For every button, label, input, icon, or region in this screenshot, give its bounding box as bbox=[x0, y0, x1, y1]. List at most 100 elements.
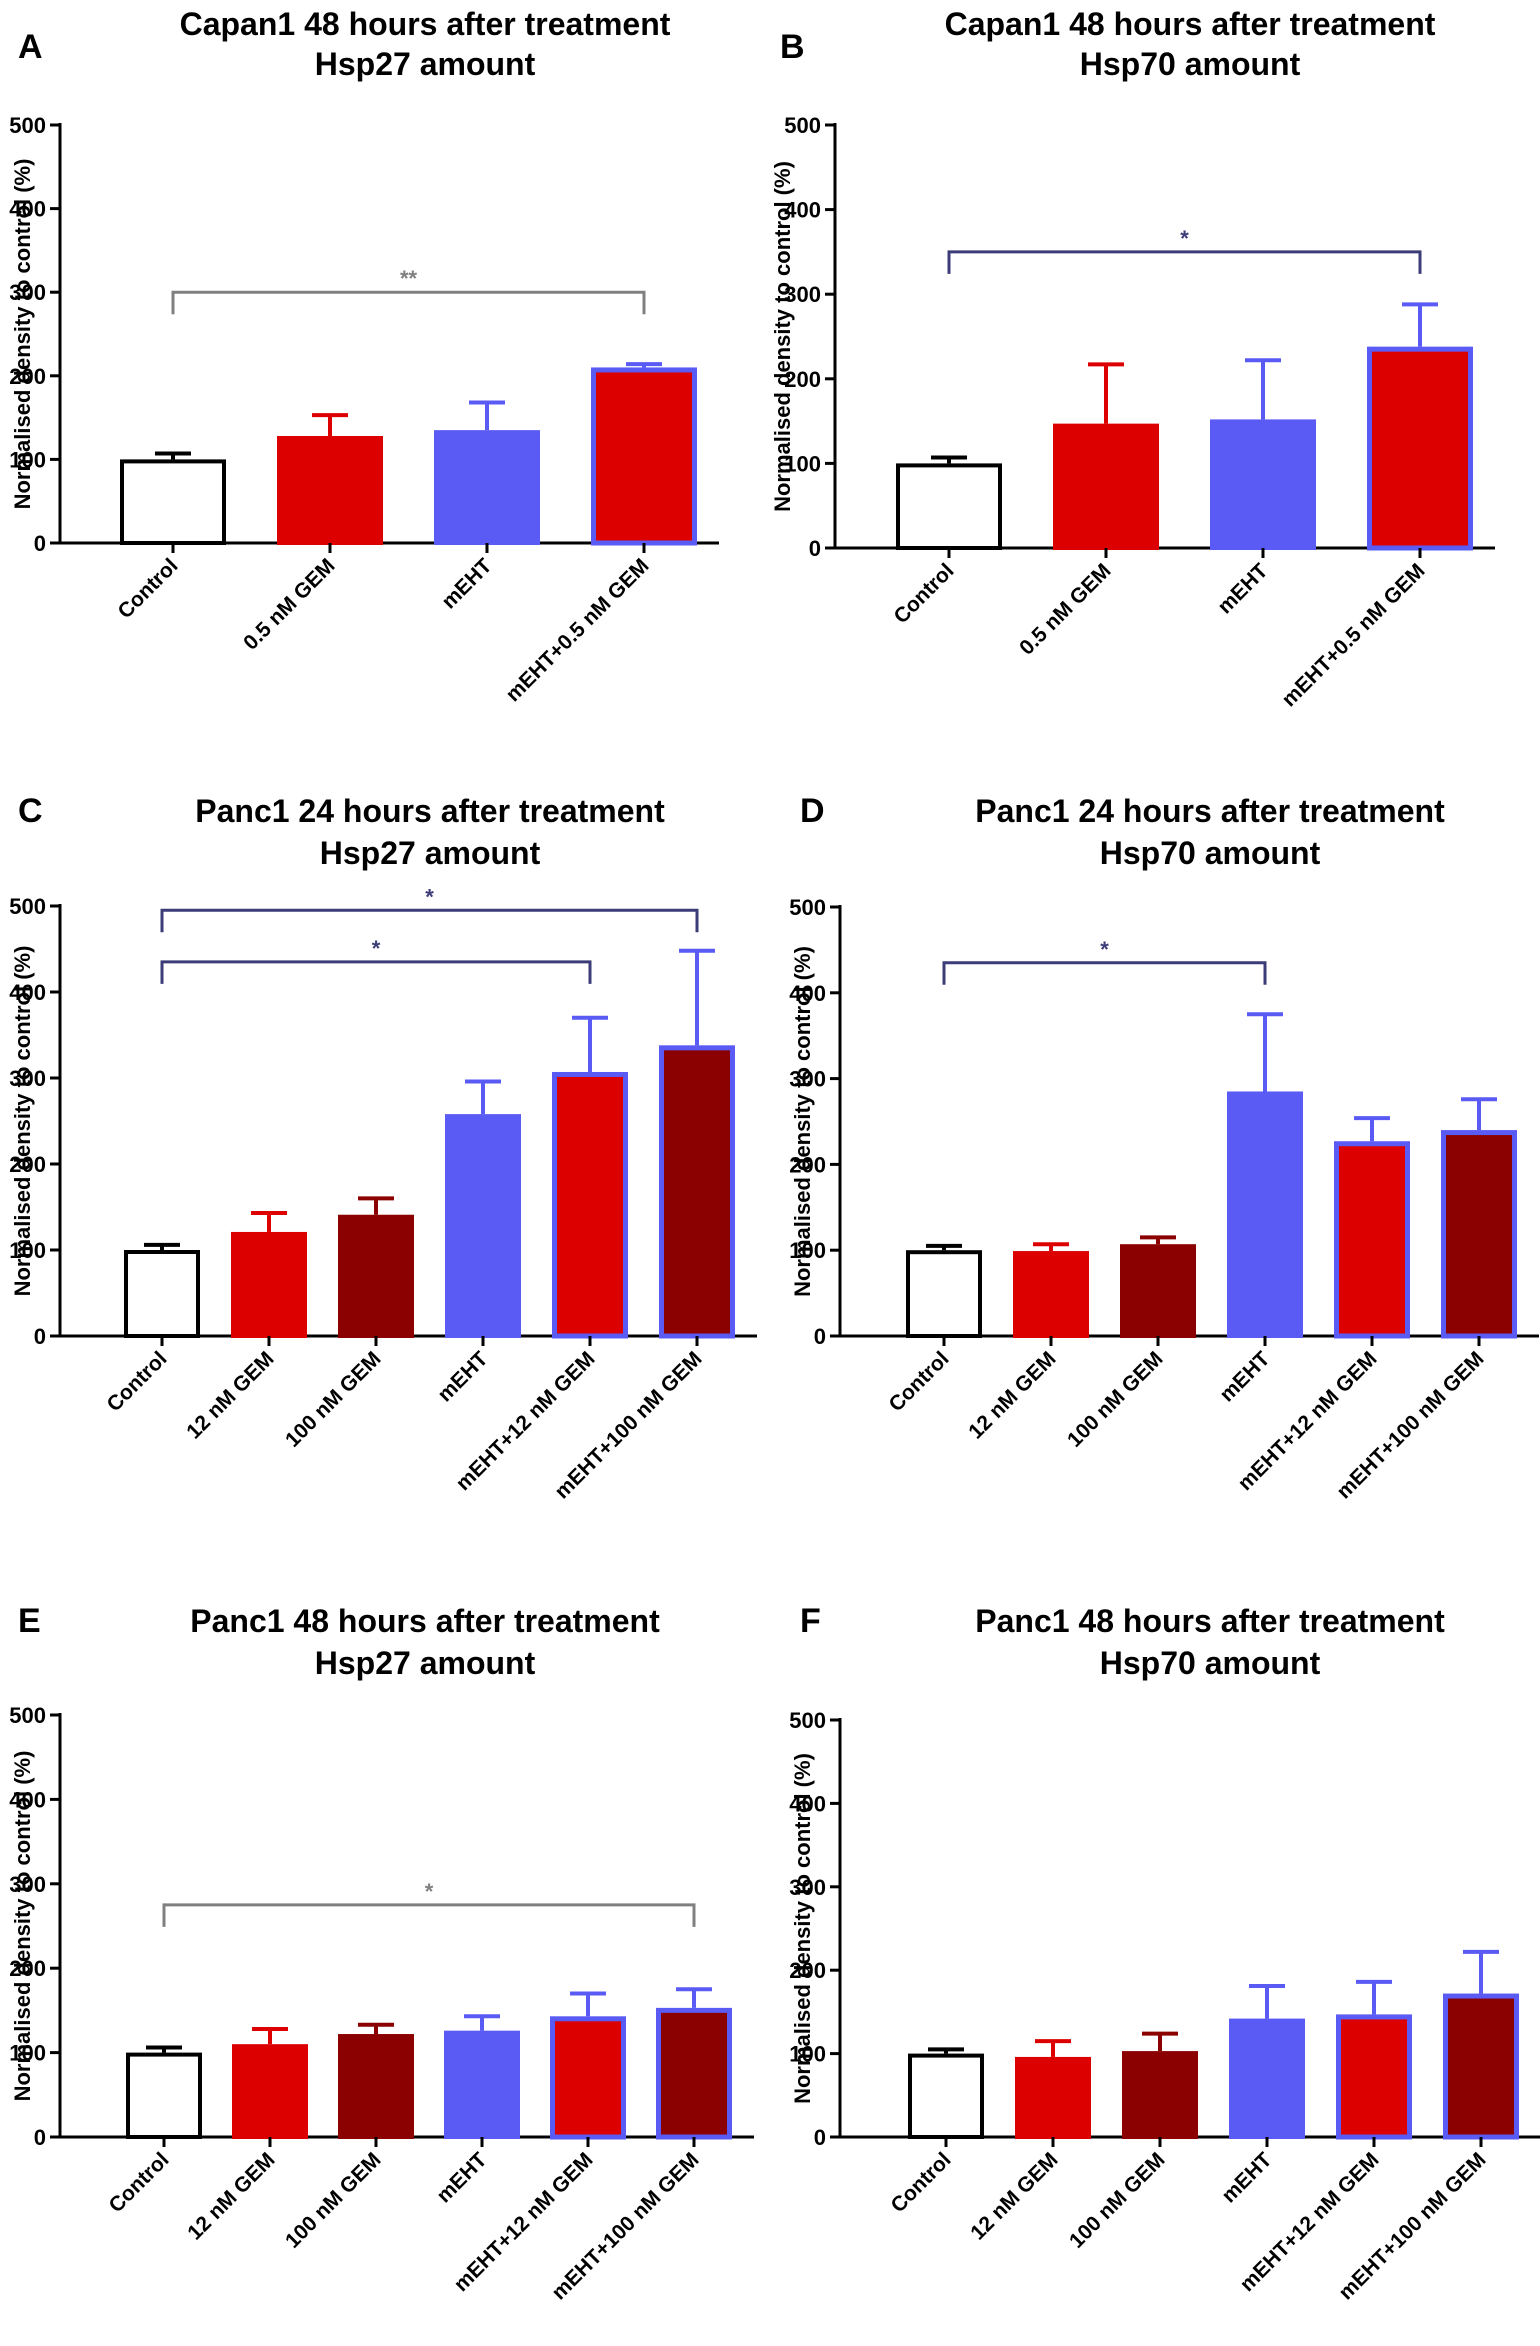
panel-b-y-tick-label: 500 bbox=[784, 113, 821, 138]
panel-e-letter: E bbox=[18, 1602, 41, 1640]
panel-e-bar-5 bbox=[550, 2016, 626, 2140]
panel-a-significance-bracket-1 bbox=[171, 290, 646, 315]
panel-b-bar-3 bbox=[1210, 419, 1316, 550]
panel-d-y-tick-label: 300 bbox=[789, 1067, 826, 1092]
panel-e-significance-label-1: * bbox=[425, 1879, 434, 1904]
panel-a-bar-3 bbox=[434, 430, 540, 546]
panel-c-category-label: 12 nM GEM bbox=[182, 1347, 278, 1443]
panel-e-significance-bracket-1 bbox=[162, 1903, 696, 1927]
panel-f-y-tick-label: 0 bbox=[814, 2125, 826, 2150]
panel-d: D Panc1 24 hours after treatment Hsp70 amo… bbox=[789, 792, 1539, 1503]
panel-b-category-label: mEHT+0.5 nM GEM bbox=[1278, 559, 1430, 711]
panel-d-y-tick-label: 0 bbox=[814, 1324, 826, 1349]
panel-f-bar-1 bbox=[908, 2053, 984, 2140]
panel-c-bar-4 bbox=[445, 1114, 521, 1338]
panel-a-letter: A bbox=[18, 28, 43, 66]
panel-d-bar-1 bbox=[906, 1250, 982, 1338]
panel-f-bar-3 bbox=[1122, 2051, 1198, 2139]
panel-a-title-line-2: Hsp27 amount bbox=[315, 46, 536, 82]
panel-a-category-label: Control bbox=[113, 554, 182, 623]
panel-b-y-axis-label: Normalised density to control (%) bbox=[770, 161, 795, 512]
panel-c-title-line-1: Panc1 24 hours after treatment bbox=[195, 793, 665, 829]
panel-a-y-tick-label: 200 bbox=[9, 364, 46, 389]
panel-f-bar-6 bbox=[1443, 1993, 1519, 2140]
panel-f-y-tick-label: 400 bbox=[789, 1791, 826, 1816]
panel-d-letter: D bbox=[800, 792, 825, 830]
panel-e-bar-3 bbox=[338, 2034, 414, 2139]
panel-e-y-tick-label: 200 bbox=[9, 1956, 46, 1981]
panel-b-title-line-1: Capan1 48 hours after treatment bbox=[945, 6, 1436, 42]
panel-f-y-tick-label: 100 bbox=[789, 2042, 826, 2067]
panel-d-category-label: Control bbox=[884, 1347, 953, 1416]
panel-a-bar-1 bbox=[120, 459, 226, 545]
panel-b-bar-1 bbox=[896, 463, 1002, 550]
panel-f-category-label: 12 nM GEM bbox=[966, 2148, 1062, 2244]
panel-a-y-tick-label: 100 bbox=[9, 447, 46, 472]
panel-f-bar-5 bbox=[1336, 2014, 1412, 2140]
panel-c-bar-2 bbox=[231, 1231, 307, 1338]
panel-c-y-tick-label: 500 bbox=[9, 894, 46, 919]
panel-a-bar-4 bbox=[591, 367, 697, 546]
panel-e-bar-4 bbox=[444, 2030, 520, 2140]
panel-c-bar-1 bbox=[124, 1250, 200, 1338]
panel-d-y-tick-label: 400 bbox=[789, 981, 826, 1006]
panel-f-y-axis-label: Normalised density to control (%) bbox=[790, 1753, 815, 2104]
panel-e-y-tick-label: 100 bbox=[9, 2041, 46, 2066]
panel-f-letter: F bbox=[800, 1602, 821, 1640]
panel-a: A Capan1 48 hours after treatment Hsp27 am… bbox=[9, 6, 719, 706]
panel-d-y-tick-label: 100 bbox=[789, 1238, 826, 1263]
panel-f-category-label: mEHT bbox=[1217, 2148, 1276, 2207]
panel-a-y-axis-label: Normalised density to control (%) bbox=[10, 159, 35, 510]
panel-c-significance-label-1: * bbox=[372, 936, 381, 961]
panel-b-category-label: 0.5 nM GEM bbox=[1015, 559, 1115, 659]
panel-b-title-line-2: Hsp70 amount bbox=[1080, 46, 1301, 82]
panel-a-y-tick-label: 0 bbox=[34, 531, 46, 556]
panel-d-category-label: mEHT bbox=[1215, 1347, 1274, 1406]
panel-b-y-tick-label: 100 bbox=[784, 451, 821, 476]
panel-c-bar-6 bbox=[659, 1045, 735, 1339]
panel-d-title-line-1: Panc1 24 hours after treatment bbox=[975, 793, 1445, 829]
panel-a-category-label: mEHT+0.5 nM GEM bbox=[502, 554, 654, 706]
panel-d-category-label: 12 nM GEM bbox=[964, 1347, 1060, 1443]
panel-d-category-label: 100 nM GEM bbox=[1063, 1347, 1168, 1452]
panel-a-category-label: 0.5 nM GEM bbox=[239, 554, 339, 654]
panel-e-y-tick-label: 0 bbox=[34, 2125, 46, 2150]
panel-d-bar-2 bbox=[1013, 1251, 1089, 1338]
panel-e-bar-1 bbox=[126, 2052, 202, 2140]
panel-b-category-label: Control bbox=[889, 559, 958, 628]
panel-d-bar-6 bbox=[1441, 1130, 1517, 1339]
panel-e-category-label: 100 nM GEM bbox=[281, 2148, 386, 2253]
panel-c-y-tick-label: 400 bbox=[9, 980, 46, 1005]
panel-b-letter: B bbox=[780, 28, 805, 66]
panel-e-title-line-1: Panc1 48 hours after treatment bbox=[190, 1603, 660, 1639]
panel-a-category-label: mEHT bbox=[437, 554, 496, 613]
panel-d-significance-bracket-1 bbox=[942, 961, 1267, 985]
panel-e: E Panc1 48 hours after treatment Hsp27 amo… bbox=[9, 1602, 754, 2304]
panel-a-title-line-1: Capan1 48 hours after treatment bbox=[180, 6, 671, 42]
panel-c-y-axis-label: Normalised density to control (%) bbox=[10, 946, 35, 1297]
panel-f-y-tick-label: 300 bbox=[789, 1875, 826, 1900]
panel-b-bar-4 bbox=[1367, 346, 1473, 551]
panel-a-y-tick-label: 300 bbox=[9, 280, 46, 305]
panel-f-y-tick-label: 500 bbox=[789, 1708, 826, 1733]
panel-b: B Capan1 48 hours after treatment Hsp70 am… bbox=[770, 6, 1495, 711]
panel-c-category-label: 100 nM GEM bbox=[281, 1347, 386, 1452]
panel-f-bar-4 bbox=[1229, 2018, 1305, 2140]
panel-f-y-tick-label: 200 bbox=[789, 1958, 826, 1983]
panel-f-category-label: Control bbox=[886, 2148, 955, 2217]
panel-a-bar-2 bbox=[277, 435, 383, 546]
panel-c-significance-bracket-2 bbox=[160, 908, 699, 933]
panel-b-bar-2 bbox=[1053, 423, 1159, 550]
panel-d-y-tick-label: 200 bbox=[789, 1152, 826, 1177]
panel-c-letter: C bbox=[18, 792, 43, 830]
panel-c-y-tick-label: 300 bbox=[9, 1066, 46, 1091]
panel-f-bar-2 bbox=[1015, 2056, 1091, 2140]
panel-a-y-tick-label: 400 bbox=[9, 197, 46, 222]
panel-c: C Panc1 24 hours after treatment Hsp27 amo… bbox=[9, 792, 757, 1503]
panel-f-title-line-1: Panc1 48 hours after treatment bbox=[975, 1603, 1445, 1639]
panel-e-category-label: 12 nM GEM bbox=[183, 2148, 279, 2244]
panel-a-y-tick-label: 500 bbox=[9, 113, 46, 138]
panel-c-y-tick-label: 200 bbox=[9, 1152, 46, 1177]
panel-e-bar-2 bbox=[232, 2044, 308, 2140]
